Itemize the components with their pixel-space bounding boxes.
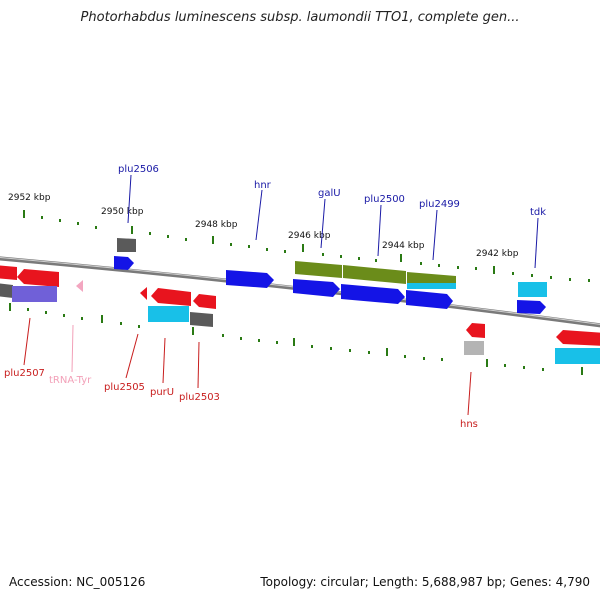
map-title: Photorhabdus luminescens subsp. laumondi… xyxy=(80,10,520,25)
gene-feature[interactable] xyxy=(293,279,340,297)
gene-label-plu2507[interactable]: plu2507 xyxy=(4,368,45,379)
gene-label-plu2503[interactable]: plu2503 xyxy=(179,392,220,403)
gene-feature[interactable] xyxy=(151,288,191,306)
gene-label-plu2499[interactable]: plu2499 xyxy=(419,199,460,210)
gene-feature[interactable] xyxy=(406,290,453,309)
gene-label-tRNA-Tyr[interactable]: tRNA-Tyr xyxy=(49,375,92,386)
gene-feature[interactable] xyxy=(0,265,17,280)
gene-feature[interactable] xyxy=(17,269,59,287)
gene-labels-bottom: plu2507 tRNA-Tyr plu2505 purU plu2503 hn… xyxy=(4,368,478,430)
gene-feature[interactable] xyxy=(114,256,134,270)
gene-feature[interactable] xyxy=(0,283,13,298)
gene-labels-top: plu2506 hnr galU plu2500 plu2499 tdk xyxy=(118,164,546,218)
accession-text: Accession: NC_005126 xyxy=(9,575,146,589)
tick-label: 2946 kbp xyxy=(288,231,331,241)
tick-label: 2952 kbp xyxy=(8,193,51,203)
gene-feature[interactable] xyxy=(556,330,600,346)
gene-feature[interactable] xyxy=(76,280,83,292)
gene-feature[interactable] xyxy=(466,323,485,338)
gene-features xyxy=(0,238,600,364)
tick-label: 2948 kbp xyxy=(195,220,238,230)
gene-label-purU[interactable]: purU xyxy=(150,387,174,398)
tick-label: 2944 kbp xyxy=(382,241,425,251)
gene-feature[interactable] xyxy=(12,286,57,302)
gene-label-tdk[interactable]: tdk xyxy=(530,207,546,218)
outer-tick-ring xyxy=(23,210,590,282)
label-leaders xyxy=(23,174,539,416)
gene-feature[interactable] xyxy=(193,294,216,309)
gene-feature[interactable] xyxy=(190,312,213,327)
summary-text: Topology: circular; Length: 5,688,987 bp… xyxy=(260,575,590,589)
gene-feature[interactable] xyxy=(464,341,484,355)
inner-tick-ring xyxy=(9,303,583,375)
gene-label-plu2500[interactable]: plu2500 xyxy=(364,194,405,205)
gene-feature[interactable] xyxy=(295,261,342,278)
tick-labels: 2952 kbp 2950 kbp 2948 kbp 2946 kbp 2944… xyxy=(8,193,519,259)
gene-label-galU[interactable]: galU xyxy=(318,188,341,199)
gene-feature[interactable] xyxy=(518,282,547,297)
gene-feature[interactable] xyxy=(226,270,274,288)
gene-feature[interactable] xyxy=(117,238,136,252)
gene-feature[interactable] xyxy=(517,300,546,314)
gene-label-hnr[interactable]: hnr xyxy=(254,180,272,191)
gene-feature[interactable] xyxy=(341,284,405,304)
tick-label: 2942 kbp xyxy=(476,249,519,259)
gene-label-plu2506[interactable]: plu2506 xyxy=(118,164,159,175)
gene-label-hns[interactable]: hns xyxy=(460,419,478,430)
tick-label: 2950 kbp xyxy=(101,207,144,217)
gene-feature[interactable] xyxy=(140,287,147,300)
gene-feature[interactable] xyxy=(555,348,600,364)
gene-label-plu2505[interactable]: plu2505 xyxy=(104,382,145,393)
gene-feature[interactable] xyxy=(148,306,189,322)
gene-feature[interactable] xyxy=(343,265,406,284)
